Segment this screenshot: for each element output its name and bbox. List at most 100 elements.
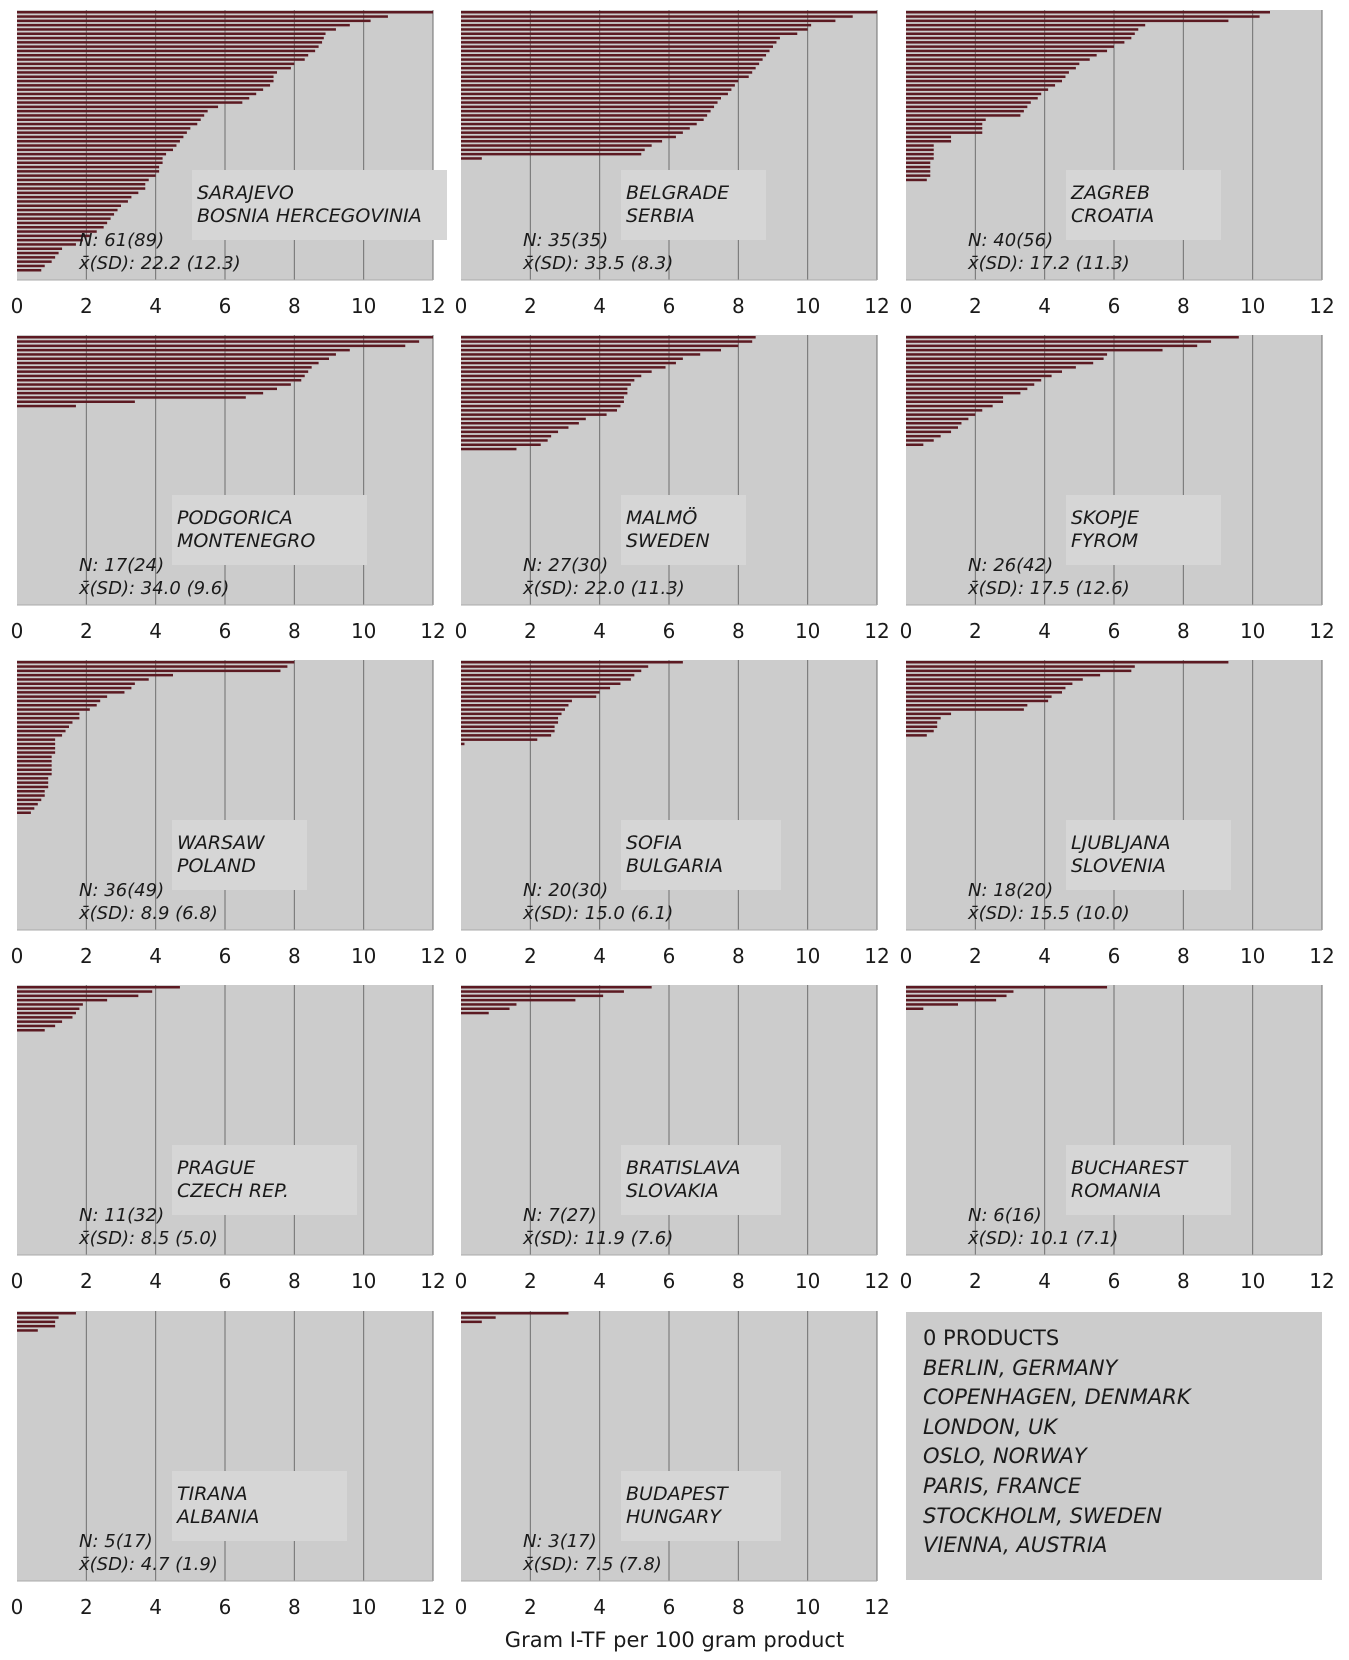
city-label-box xyxy=(1066,495,1221,565)
city-label: BUDAPEST xyxy=(626,1483,729,1505)
bar xyxy=(17,251,59,255)
bar xyxy=(17,695,108,698)
stats-label: x̄(SD): 10.1 (7.1) xyxy=(967,1228,1118,1249)
bar xyxy=(17,712,80,716)
bar xyxy=(17,170,160,173)
bar xyxy=(906,712,952,716)
bar xyxy=(906,157,934,160)
bar xyxy=(461,41,777,44)
bar xyxy=(906,716,941,720)
bar xyxy=(17,387,277,391)
n-label: N: 20(30) xyxy=(523,880,608,901)
bar xyxy=(17,686,132,690)
bar xyxy=(17,127,191,130)
bar xyxy=(17,191,139,195)
bar xyxy=(17,79,274,83)
bar xyxy=(17,781,49,784)
bar xyxy=(17,122,198,126)
x-tick-label: 4 xyxy=(149,1269,162,1293)
bar xyxy=(906,443,924,446)
n-label: N: 36(49) xyxy=(79,880,164,901)
bar xyxy=(17,716,80,720)
bar xyxy=(17,41,323,44)
n-label: N: 6(16) xyxy=(968,1205,1042,1226)
bar xyxy=(461,36,780,40)
bar xyxy=(17,135,184,139)
bar xyxy=(17,264,45,268)
bar xyxy=(906,357,1104,360)
bar xyxy=(17,1011,76,1015)
city-label: WARSAW xyxy=(177,832,266,854)
bar xyxy=(906,62,1080,66)
bar xyxy=(17,1003,83,1006)
bar xyxy=(17,28,336,31)
x-tick-label: 10 xyxy=(795,1595,820,1619)
bar xyxy=(906,19,1229,23)
n-label: N: 27(30) xyxy=(523,555,608,576)
x-tick-label: 4 xyxy=(593,1269,606,1293)
x-tick-label: 12 xyxy=(1309,294,1334,318)
city-label-box xyxy=(172,1471,347,1541)
bar xyxy=(906,383,1035,386)
x-tick-label: 12 xyxy=(420,619,445,643)
bar xyxy=(461,366,666,369)
x-tick-label: 4 xyxy=(593,294,606,318)
bar xyxy=(17,144,177,147)
bar xyxy=(461,986,652,989)
bar xyxy=(461,336,756,339)
x-tick-label: 6 xyxy=(663,1269,676,1293)
x-tick-label: 8 xyxy=(1177,294,1190,318)
bar xyxy=(461,686,611,690)
x-tick-label: 0 xyxy=(11,619,24,643)
bar xyxy=(17,84,271,87)
country-label: CZECH REP. xyxy=(177,1180,289,1202)
bar xyxy=(17,114,205,117)
bar xyxy=(17,802,38,806)
bar xyxy=(17,785,49,789)
x-tick-label: 8 xyxy=(732,294,745,318)
country-label: CROATIA xyxy=(1071,205,1154,227)
bar xyxy=(906,101,1031,104)
bar xyxy=(906,734,927,737)
bar xyxy=(906,15,1260,18)
city-label-box xyxy=(621,495,746,565)
bar xyxy=(17,1329,38,1332)
bar xyxy=(461,370,652,373)
x-tick-label: 6 xyxy=(219,294,232,318)
bar xyxy=(461,127,690,130)
bar xyxy=(17,230,97,233)
bar xyxy=(17,226,104,229)
x-tick-label: 10 xyxy=(795,294,820,318)
n-label: N: 35(35) xyxy=(523,230,608,251)
n-label: N: 61(89) xyxy=(79,230,164,251)
x-tick-label: 0 xyxy=(900,1269,913,1293)
bar xyxy=(17,19,371,23)
bar xyxy=(17,66,291,70)
city-label-box xyxy=(621,1471,781,1541)
bar xyxy=(461,140,663,143)
bar xyxy=(906,161,931,164)
x-tick-label: 8 xyxy=(732,1595,745,1619)
bar xyxy=(906,409,983,412)
stats-label: x̄(SD): 22.0 (11.3) xyxy=(522,578,685,599)
bar xyxy=(906,434,941,438)
bar xyxy=(17,1007,80,1010)
bar xyxy=(17,243,76,246)
bar xyxy=(461,716,559,720)
city-label: MALMÖ xyxy=(626,506,697,529)
city-label: LJUBLJANA xyxy=(1071,832,1171,854)
bar xyxy=(461,699,572,703)
bar xyxy=(906,998,997,1002)
country-label: FYROM xyxy=(1071,530,1138,552)
x-tick-label: 0 xyxy=(900,294,913,318)
bar xyxy=(906,118,986,121)
bar xyxy=(906,374,1052,378)
bar xyxy=(906,11,1270,14)
x-tick-label: 4 xyxy=(149,1595,162,1619)
bar xyxy=(906,704,1028,707)
city-label-box xyxy=(192,170,447,240)
bar xyxy=(461,157,482,160)
x-tick-label: 8 xyxy=(1177,1269,1190,1293)
bar xyxy=(461,15,853,18)
